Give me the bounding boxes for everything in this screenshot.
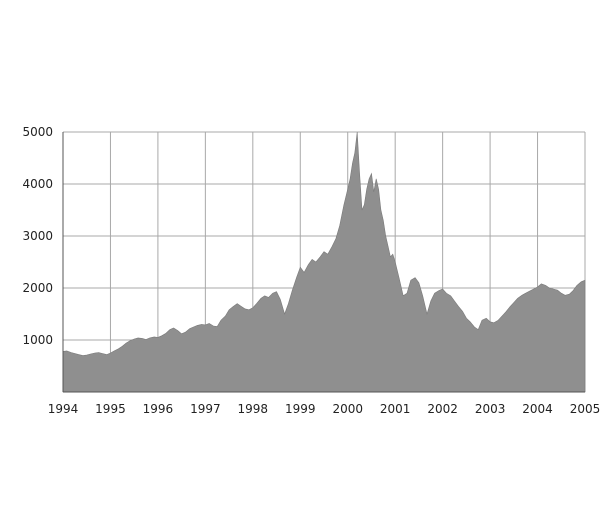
- y-tick-label-1000: 1000: [22, 333, 53, 347]
- x-tick-label-2002: 2002: [427, 402, 458, 416]
- x-axis-tick-labels: 1994 1995 1996 1997 1998 1999 2000 2001 2002 2003…: [48, 402, 600, 416]
- y-axis-tick-labels: 1000 2000 3000 4000 5000: [22, 125, 53, 347]
- area-series: [62, 131, 586, 393]
- x-tick-label-1995: 1995: [95, 402, 126, 416]
- axes: [62, 132, 585, 393]
- y-tick-label-3000: 3000: [22, 229, 53, 243]
- x-tick-label-1998: 1998: [238, 402, 269, 416]
- x-tick-label-2005: 2005: [570, 402, 600, 416]
- x-tick-label-2001: 2001: [380, 402, 411, 416]
- x-tick-label-1994: 1994: [48, 402, 79, 416]
- x-tick-label-1996: 1996: [143, 402, 174, 416]
- x-tick-label-2003: 2003: [475, 402, 506, 416]
- x-tick-label-1997: 1997: [190, 402, 221, 416]
- x-tick-label-2000: 2000: [332, 402, 363, 416]
- y-tick-label-2000: 2000: [22, 281, 53, 295]
- y-tick-label-4000: 4000: [22, 177, 53, 191]
- x-tick-label-2004: 2004: [522, 402, 553, 416]
- y-tick-label-5000: 5000: [22, 125, 53, 139]
- x-tick-label-1999: 1999: [285, 402, 316, 416]
